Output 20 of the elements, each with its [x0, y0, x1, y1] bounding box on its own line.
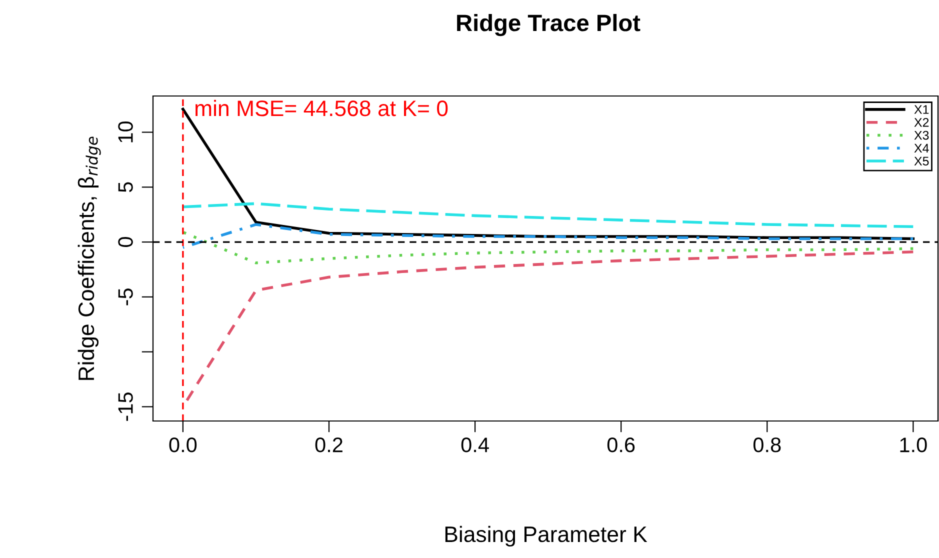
- y-tick-label: 0: [118, 237, 133, 248]
- x-tick-label: 0.0: [169, 438, 197, 452]
- legend-label: X1: [914, 105, 929, 114]
- x-tick-label: 0.4: [461, 438, 489, 452]
- y-tick-label: 10: [118, 121, 133, 142]
- legend-label: X2: [914, 118, 929, 127]
- y-tick-label: -5: [118, 288, 133, 306]
- chart-title: Ridge Trace Plot: [457, 14, 640, 36]
- x-tick-label: 0.6: [607, 438, 635, 452]
- annotation: min MSE= 44.568 at K= 0: [196, 100, 448, 116]
- x-axis-title: Biasing Parameter K: [445, 526, 648, 547]
- legend-label: X4: [914, 144, 929, 153]
- x-tick-label: 0.8: [753, 438, 781, 452]
- x-tick-label: 1.0: [900, 438, 927, 452]
- y-axis-title: Ridge Coefficients, β$_{ridge}$: [78, 136, 101, 380]
- y-tick-label: 5: [118, 182, 133, 192]
- x-tick-label: 0.2: [315, 438, 342, 452]
- legend-label: X3: [914, 130, 929, 140]
- legend-label: X5: [914, 156, 929, 166]
- y-tick-label: -15: [118, 392, 133, 421]
